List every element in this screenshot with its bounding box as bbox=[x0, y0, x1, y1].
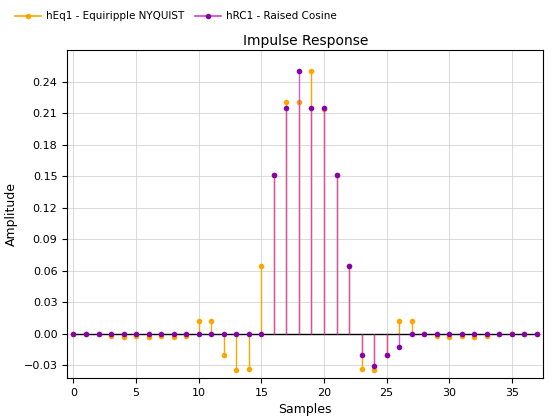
Title: Impulse Response: Impulse Response bbox=[242, 34, 368, 48]
Legend: hEq1 - Equiripple NYQUIST, hRC1 - Raised Cosine: hEq1 - Equiripple NYQUIST, hRC1 - Raised… bbox=[11, 7, 341, 26]
Y-axis label: Amplitude: Amplitude bbox=[5, 182, 18, 246]
X-axis label: Samples: Samples bbox=[278, 403, 332, 416]
